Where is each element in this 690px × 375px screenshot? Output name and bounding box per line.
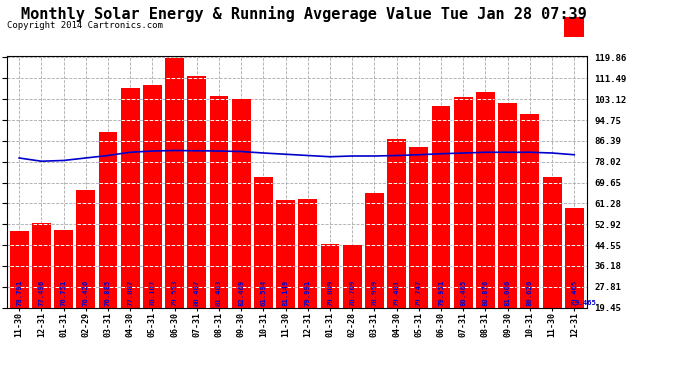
Text: 78.791: 78.791 xyxy=(16,279,22,306)
Text: 80.487: 80.487 xyxy=(194,279,200,306)
Bar xyxy=(432,106,451,308)
Text: 82.469: 82.469 xyxy=(238,279,244,306)
Text: 61.594: 61.594 xyxy=(260,279,266,306)
Bar xyxy=(454,97,473,308)
Bar xyxy=(565,208,584,308)
Text: 79.809: 79.809 xyxy=(327,279,333,306)
Text: 79.951: 79.951 xyxy=(438,279,444,306)
Text: 81.006: 81.006 xyxy=(504,279,511,306)
Bar xyxy=(476,92,495,308)
Text: 79.481: 79.481 xyxy=(393,279,400,306)
Text: 80.465: 80.465 xyxy=(460,279,466,306)
Text: 77.887: 77.887 xyxy=(127,279,133,306)
Bar xyxy=(409,147,428,308)
Text: 79.553: 79.553 xyxy=(172,279,177,306)
Bar xyxy=(498,103,517,308)
Bar xyxy=(321,244,339,308)
Bar xyxy=(32,223,51,308)
Text: 79.465: 79.465 xyxy=(571,279,578,306)
Text: 78.107: 78.107 xyxy=(149,279,155,306)
Bar xyxy=(542,177,562,308)
Bar xyxy=(276,200,295,308)
Bar xyxy=(99,132,117,308)
Bar xyxy=(365,193,384,308)
Text: 77.496: 77.496 xyxy=(39,279,44,306)
Bar xyxy=(343,245,362,308)
Bar xyxy=(165,58,184,308)
Text: 78.959: 78.959 xyxy=(371,279,377,306)
Text: 79.991: 79.991 xyxy=(305,279,310,306)
Text: 80.876: 80.876 xyxy=(482,279,489,306)
Text: Monthly Solar Energy & Running Avgerage Value Tue Jan 28 07:39: Monthly Solar Energy & Running Avgerage … xyxy=(21,6,586,22)
Bar xyxy=(54,230,73,308)
FancyBboxPatch shape xyxy=(564,17,584,38)
Bar xyxy=(232,99,250,308)
Bar xyxy=(298,199,317,308)
Bar xyxy=(520,114,540,308)
Bar xyxy=(187,76,206,307)
Text: 79.747: 79.747 xyxy=(416,279,422,306)
Bar xyxy=(210,96,228,308)
Text: Copyright 2014 Cartronics.com: Copyright 2014 Cartronics.com xyxy=(7,21,163,30)
Bar xyxy=(254,177,273,308)
Bar xyxy=(387,139,406,308)
Text: 76.885: 76.885 xyxy=(105,279,111,306)
Text: 9.465: 9.465 xyxy=(575,300,596,306)
Bar xyxy=(10,231,28,308)
Bar xyxy=(121,88,139,308)
Text: Average  ($): Average ($) xyxy=(444,22,509,32)
Text: 81.483: 81.483 xyxy=(216,279,222,306)
Text: 76.751: 76.751 xyxy=(61,279,66,306)
Text: 78.769: 78.769 xyxy=(349,279,355,306)
Bar xyxy=(77,190,95,308)
Text: Monthly  ($): Monthly ($) xyxy=(591,22,656,32)
Text: 80.626: 80.626 xyxy=(527,279,533,306)
Bar xyxy=(143,84,161,308)
Text: 81.149: 81.149 xyxy=(283,279,288,306)
Text: 76.426: 76.426 xyxy=(83,279,89,306)
